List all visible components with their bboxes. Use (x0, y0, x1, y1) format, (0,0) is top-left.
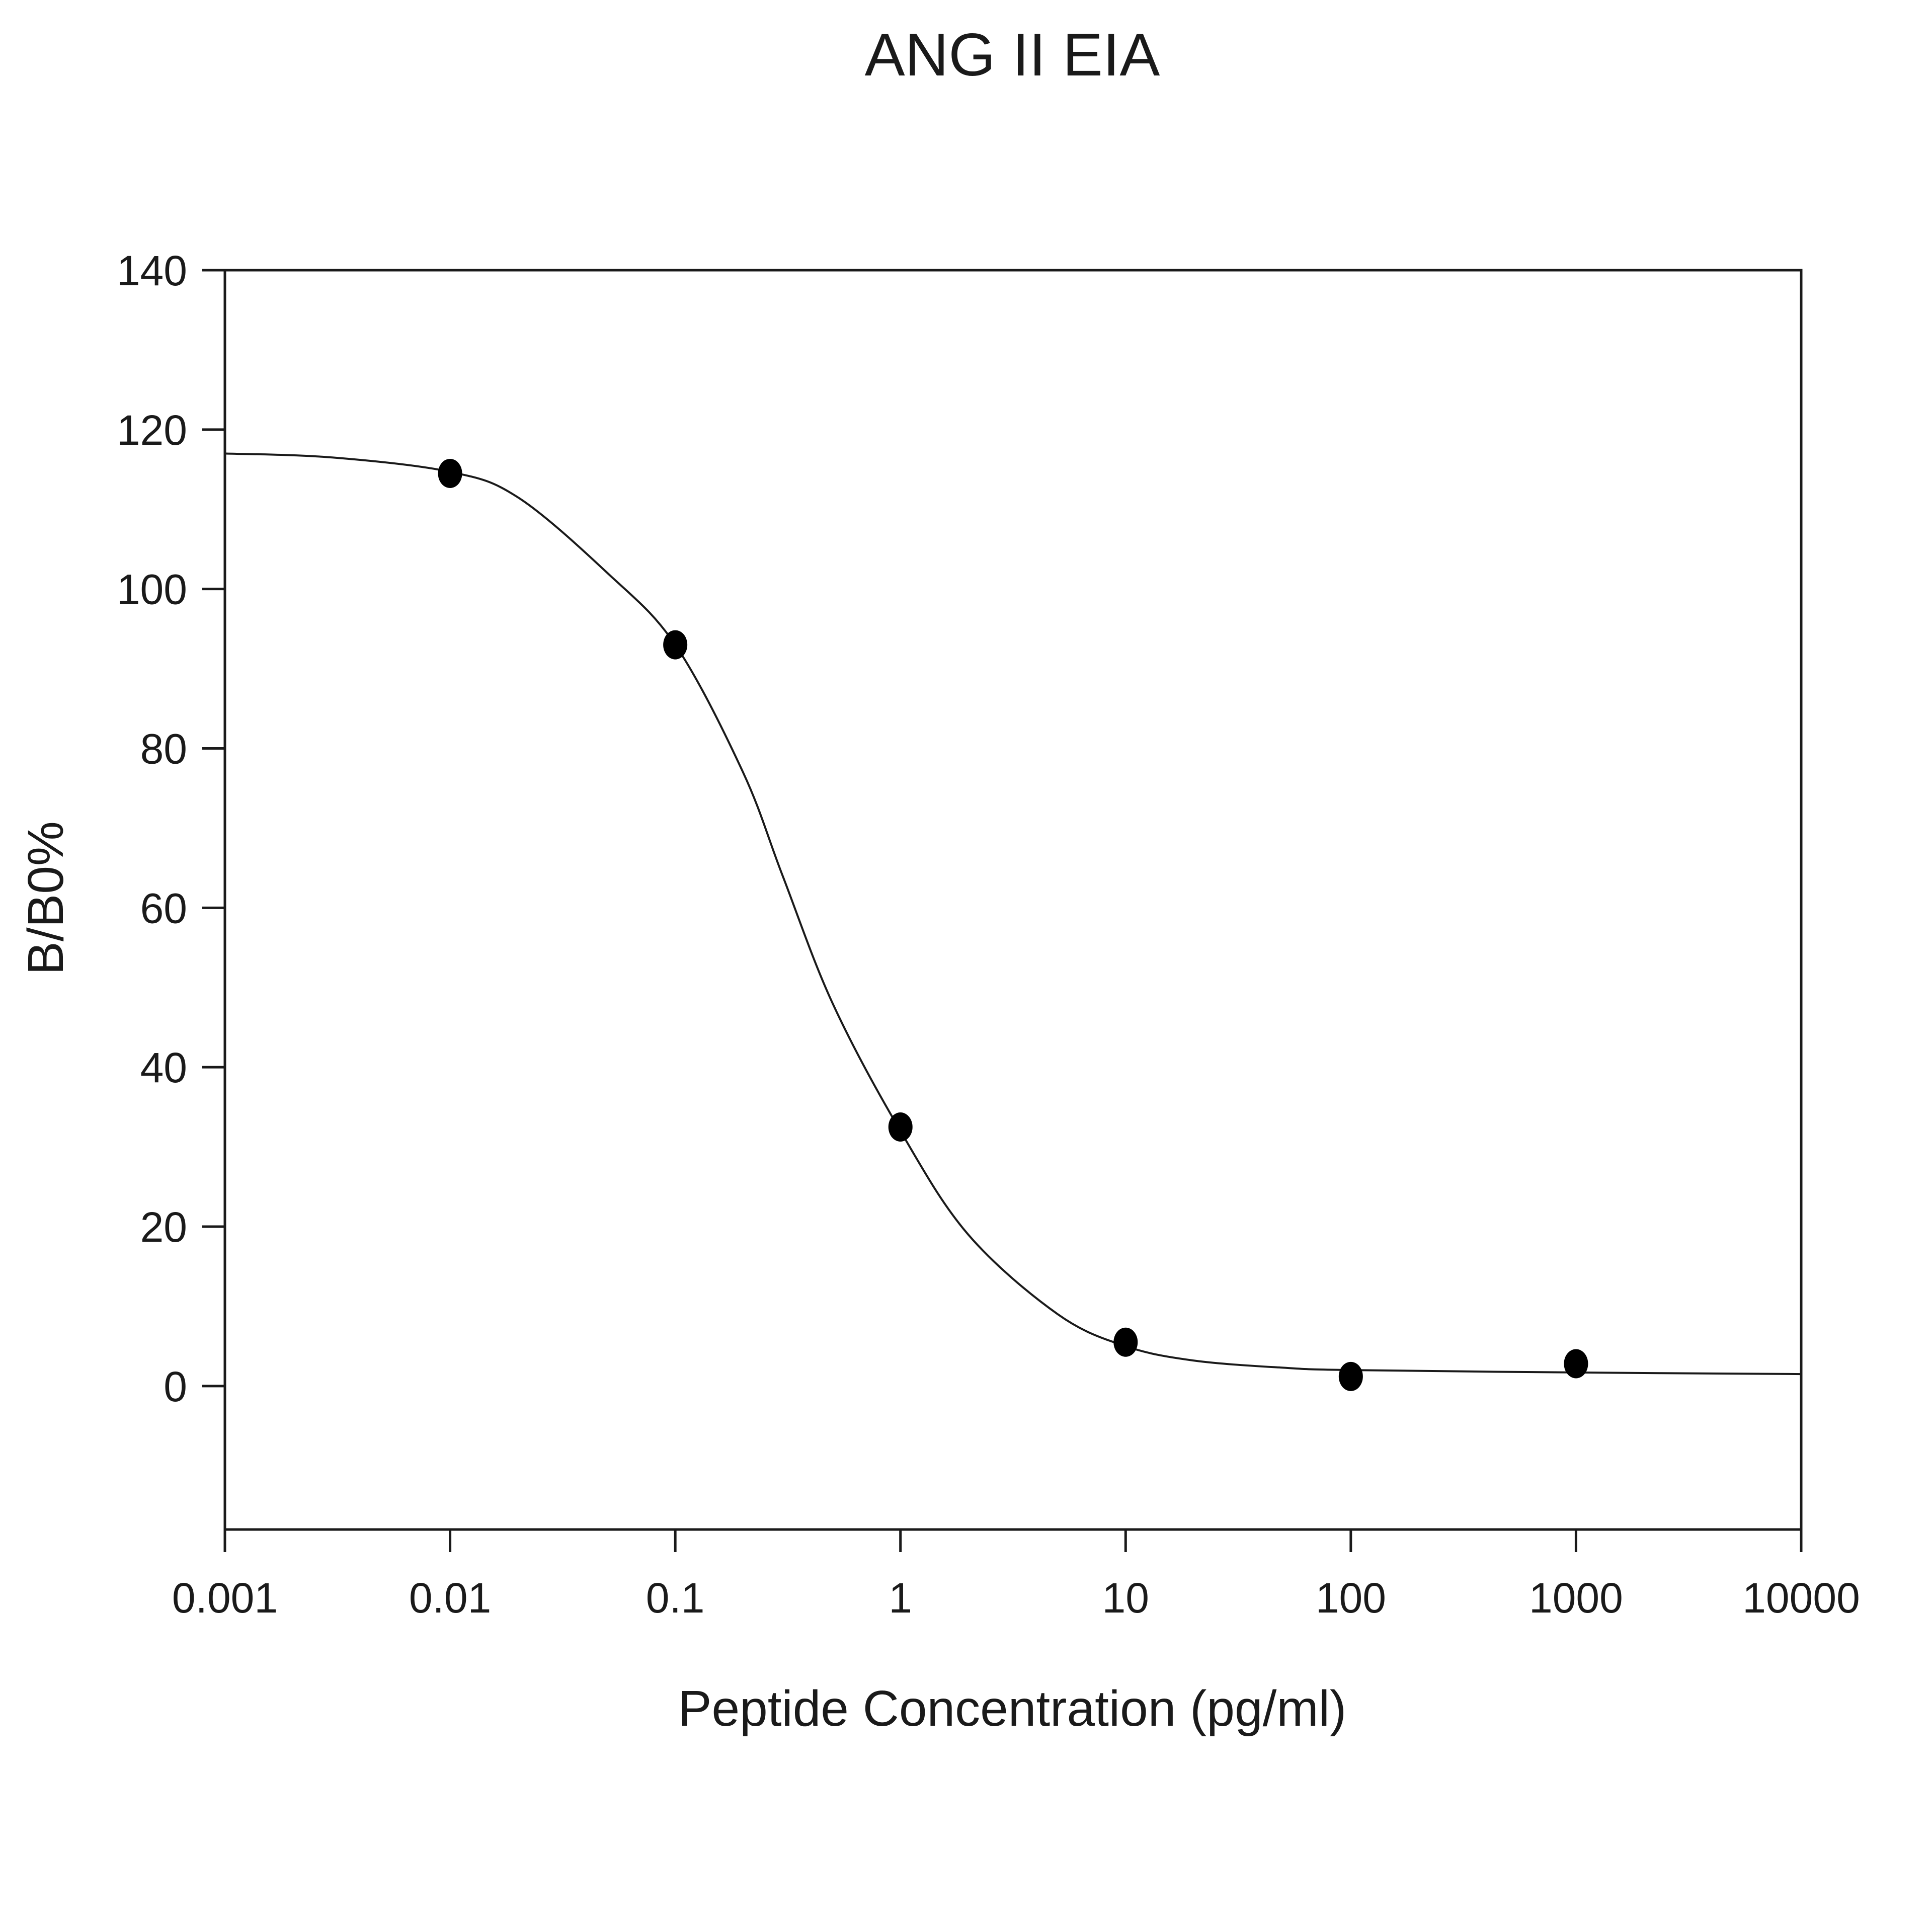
y-tick-label: 0 (164, 1363, 187, 1410)
fitted-curve (224, 452, 1802, 1376)
x-tick-label: 1 (889, 1574, 912, 1622)
y-tick-label: 80 (140, 726, 187, 773)
y-tick-label: 20 (140, 1203, 187, 1251)
data-point (438, 458, 462, 488)
data-point (1113, 1327, 1138, 1357)
chart-title: ANG II EIA (865, 21, 1160, 89)
y-tick-label: 100 (117, 566, 187, 613)
y-tick-label: 40 (140, 1044, 187, 1091)
plot-frame (223, 269, 1803, 1531)
plot-area: 0.001 0.01 0.1 1 10 100 1000 10000 0 20 40 60 80 100 1… (117, 247, 1860, 1622)
data-point (1564, 1349, 1588, 1379)
x-tick-label: 10 (1102, 1574, 1149, 1622)
x-tick-label: 0.01 (409, 1574, 492, 1622)
x-axis-label: Peptide Concentration (pg/ml) (678, 1680, 1346, 1737)
x-tick-label: 1000 (1529, 1574, 1623, 1622)
y-axis-label: B/B0% (18, 821, 74, 975)
data-point (1338, 1361, 1363, 1391)
y-tick-label: 140 (117, 247, 187, 294)
x-tick-label: 0.1 (646, 1574, 705, 1622)
y-tick-label: 120 (117, 407, 187, 454)
y-tick-label: 60 (140, 884, 187, 932)
x-tick-label: 0.001 (172, 1574, 278, 1622)
x-tick-label: 100 (1316, 1574, 1386, 1622)
data-point (888, 1112, 913, 1142)
data-point (663, 630, 688, 660)
x-tick-label: 10000 (1742, 1574, 1860, 1622)
